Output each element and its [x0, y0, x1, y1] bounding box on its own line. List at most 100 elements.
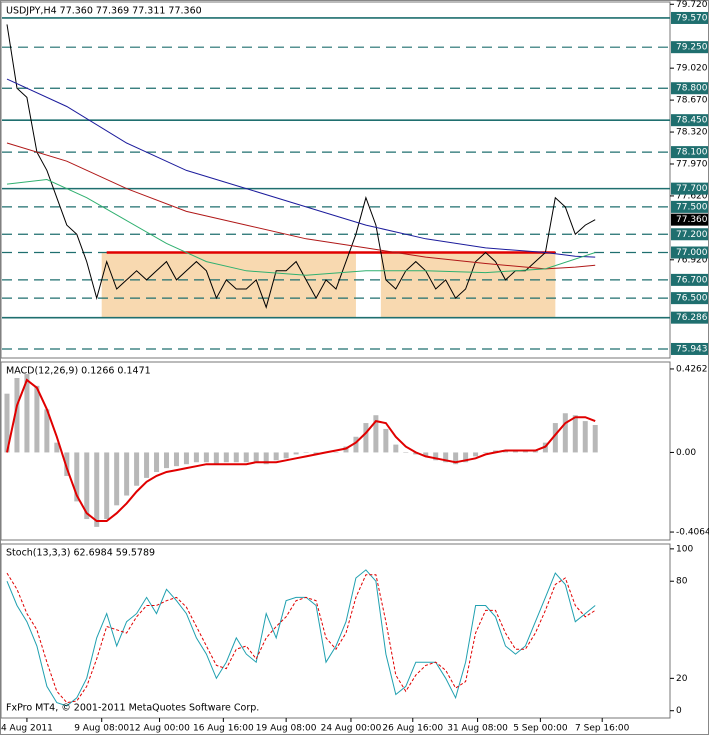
copyright: FxPro MT4, © 2001-2011 MetaQuotes Softwa… [6, 703, 259, 714]
series-line [6, 78, 596, 258]
y-tick-label: 0.00 [676, 448, 696, 458]
last-price-tag [671, 213, 708, 226]
level-tag [671, 11, 708, 24]
histogram-bar [582, 421, 588, 453]
level-tag [671, 311, 708, 324]
histogram-bar [383, 428, 389, 453]
histogram-bar [403, 452, 409, 453]
histogram-bar [433, 452, 439, 461]
histogram-bar [463, 452, 469, 463]
histogram-bar [453, 452, 459, 465]
series-line [6, 569, 596, 707]
y-tick-label: -0.4064 [676, 528, 709, 538]
panel-title: USDJPY,H4 77.360 77.369 77.311 77.360 [6, 6, 202, 17]
y-tick-label: 80 [676, 577, 688, 587]
histogram-bar [84, 452, 90, 520]
panel-title: MACD(12,26,9) 0.1266 0.1471 [6, 366, 151, 377]
series-line [6, 572, 596, 704]
level-tag [671, 292, 708, 305]
zone [380, 252, 556, 318]
x-tick-label: 26 Aug 16:00 [382, 724, 443, 734]
level-label: 77.000 [676, 248, 708, 258]
histogram-bar [552, 423, 558, 453]
level-label: 78.100 [676, 148, 708, 158]
level-label: 79.250 [676, 43, 708, 53]
stoch-panel: 100 80 20 0 Stoch(13,3,3) 62.6984 59.5789 FxP… [0, 543, 693, 734]
macd-panel: 0.4262 0.00 -0.4064 MACD(12,26,9) 0.1266 0.… [0, 361, 709, 541]
y-tick-label: 0 [676, 706, 682, 716]
x-tick-label: 16 Aug 16:00 [193, 724, 254, 734]
y-tick-label: 20 [676, 674, 688, 684]
x-tick-label: 24 Aug 00:00 [321, 724, 382, 734]
y-tick-label: 78.670 [676, 96, 708, 106]
x-tick-label: 31 Aug 08:00 [447, 724, 508, 734]
histogram-bar [173, 452, 179, 467]
y-tick-label: 78.320 [676, 128, 708, 138]
histogram-bar [283, 452, 289, 459]
zone [101, 252, 356, 318]
level-label: 78.800 [676, 84, 708, 94]
price-panel: 79.720 79.020 78.670 78.320 77.970 77.620 76.9… [0, 0, 708, 359]
histogram-bar [223, 452, 229, 463]
histogram-bar [24, 374, 30, 453]
panel-border [0, 361, 671, 541]
level-label: 75.943 [676, 344, 708, 354]
level-label: 76.700 [676, 275, 708, 285]
series-line [6, 142, 596, 270]
histogram-bar [373, 415, 379, 453]
histogram-bar [213, 452, 219, 465]
histogram-bar [183, 452, 189, 465]
level-label: 76.500 [676, 294, 708, 304]
x-tick-label: 9 Aug 08:00 [74, 724, 129, 734]
histogram-bar [572, 415, 578, 453]
level-tag [671, 342, 708, 355]
histogram-bar [154, 452, 160, 473]
x-tick-label: 4 Aug 2011 [1, 724, 53, 734]
level-tag [671, 246, 708, 259]
level-tag [671, 228, 708, 241]
level-tag [671, 146, 708, 159]
y-tick-label: 79.720 [676, 0, 708, 10]
last-price-label: 77.360 [676, 215, 708, 225]
histogram-bar [114, 452, 120, 506]
histogram-bar [164, 452, 170, 469]
histogram-bar [333, 452, 339, 453]
histogram-bar [104, 452, 110, 520]
level-tag [671, 82, 708, 95]
histogram-bar [203, 452, 209, 463]
level-tag [671, 273, 708, 286]
y-tick-label: 100 [676, 544, 693, 554]
level-tag [671, 182, 708, 195]
histogram-bar [4, 393, 10, 453]
level-label: 78.450 [676, 116, 708, 126]
histogram-bar [423, 452, 429, 457]
y-tick-label: 76.920 [676, 255, 708, 265]
level-label: 77.200 [676, 230, 708, 240]
histogram-bar [94, 452, 100, 527]
level-label: 76.286 [676, 313, 708, 323]
panel-border [0, 1, 671, 359]
y-tick-label: 77.970 [676, 159, 708, 169]
level-label: 79.570 [676, 13, 708, 23]
x-tick-label: 7 Sep 16:00 [575, 724, 630, 734]
histogram-bar [443, 452, 449, 463]
histogram-bar [353, 436, 359, 453]
histogram-bar [14, 378, 20, 453]
histogram-bar [54, 442, 60, 453]
x-tick-label: 12 Aug 00:00 [129, 724, 190, 734]
level-tag [671, 41, 708, 54]
histogram-bar [64, 452, 70, 476]
histogram-bar [293, 452, 299, 455]
histogram-bar [483, 452, 489, 453]
histogram-bar [233, 452, 239, 463]
histogram-bar [253, 452, 259, 463]
histogram-bar [193, 452, 199, 463]
level-label: 77.700 [676, 184, 708, 194]
level-label: 77.500 [676, 202, 708, 212]
histogram-bar [44, 409, 50, 453]
histogram-bar [124, 452, 130, 496]
histogram-bar [74, 452, 80, 502]
panel-border [0, 543, 671, 719]
